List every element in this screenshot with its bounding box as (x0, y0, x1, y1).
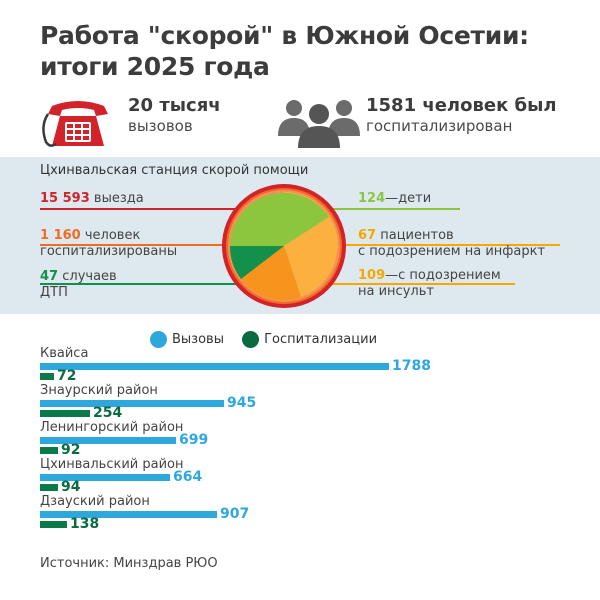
hosp-value-label: 138 (70, 516, 100, 532)
calls-bar (40, 511, 217, 518)
legend-calls: Вызовы (150, 331, 224, 349)
hosp-value-label: 254 (93, 405, 123, 421)
page-title: Работа "скорой" в Южной Осетии: итоги 20… (40, 21, 529, 81)
legend-calls-swatch (150, 331, 167, 348)
legend-hosp: Госпитализации (242, 331, 377, 349)
hosp-stat-value: 1581 человек был (366, 95, 557, 116)
hosp-stat-label: госпитализирован (366, 117, 513, 135)
calls-value-label: 1788 (392, 358, 431, 374)
calls-value-label: 945 (227, 395, 257, 411)
right-label-1: 124—дети (358, 191, 432, 206)
hosp-bar (40, 410, 90, 417)
left-line-2 (40, 244, 228, 246)
region-label: Цхинвальский район (40, 457, 184, 472)
source-note: Источник: Минздрав РЮО (40, 556, 218, 571)
hosp-value-label: 72 (57, 368, 77, 384)
hosp-bar (40, 447, 58, 454)
right-line-1 (310, 208, 460, 210)
calls-value-label: 907 (220, 506, 250, 522)
calls-value-label: 699 (179, 432, 209, 448)
calls-stat-label: вызовов (128, 117, 193, 135)
calls-bar (40, 363, 389, 370)
right-line-2 (330, 244, 560, 246)
region-label: Знаурский район (40, 383, 158, 398)
calls-value-label: 664 (173, 469, 203, 485)
calls-stat-value: 20 тысяч (128, 95, 221, 116)
left-label-2: 1 160 человек госпитализированы (40, 228, 178, 259)
right-label-2: 67 пациентов с подозрением на инфаркт (358, 228, 546, 259)
left-label-1: 15 593 выезда (40, 191, 144, 206)
right-line-3 (310, 283, 515, 285)
calls-bar (40, 474, 170, 481)
people-icon (278, 100, 360, 148)
left-line-3 (40, 283, 240, 285)
chart-legend: Вызовы Госпитализации (150, 331, 391, 350)
hosp-bar (40, 521, 67, 528)
pie-slice-orange-2 (284, 217, 338, 297)
region-label: Дзауский район (40, 494, 150, 509)
region-label: Ленингорский район (40, 420, 184, 435)
pie-slice-orange-3 (241, 246, 301, 300)
calls-stat: 20 тысяч вызовов (128, 95, 221, 136)
hosp-bar (40, 373, 54, 380)
station-pie-chart (222, 184, 346, 308)
hosp-bar (40, 484, 58, 491)
region-label: Квайса (40, 346, 89, 361)
right-label-3: 109—с подозрением на инсульт (358, 268, 501, 299)
pie-slice-green-main (230, 192, 329, 246)
hosp-stat: 1581 человек был госпитализирован (366, 95, 557, 136)
hosp-value-label: 94 (61, 479, 81, 495)
pie-slice-dark-green (229, 246, 284, 279)
calls-bar (40, 400, 224, 407)
legend-hosp-swatch (242, 331, 260, 348)
calls-bar (40, 437, 176, 444)
phone-icon (42, 101, 108, 147)
station-title: Цхинвальская станция скорой помощи (40, 163, 309, 178)
left-label-3: 47 случаев ДТП (40, 269, 117, 300)
left-line-1 (40, 208, 250, 210)
hosp-value-label: 92 (61, 442, 81, 458)
